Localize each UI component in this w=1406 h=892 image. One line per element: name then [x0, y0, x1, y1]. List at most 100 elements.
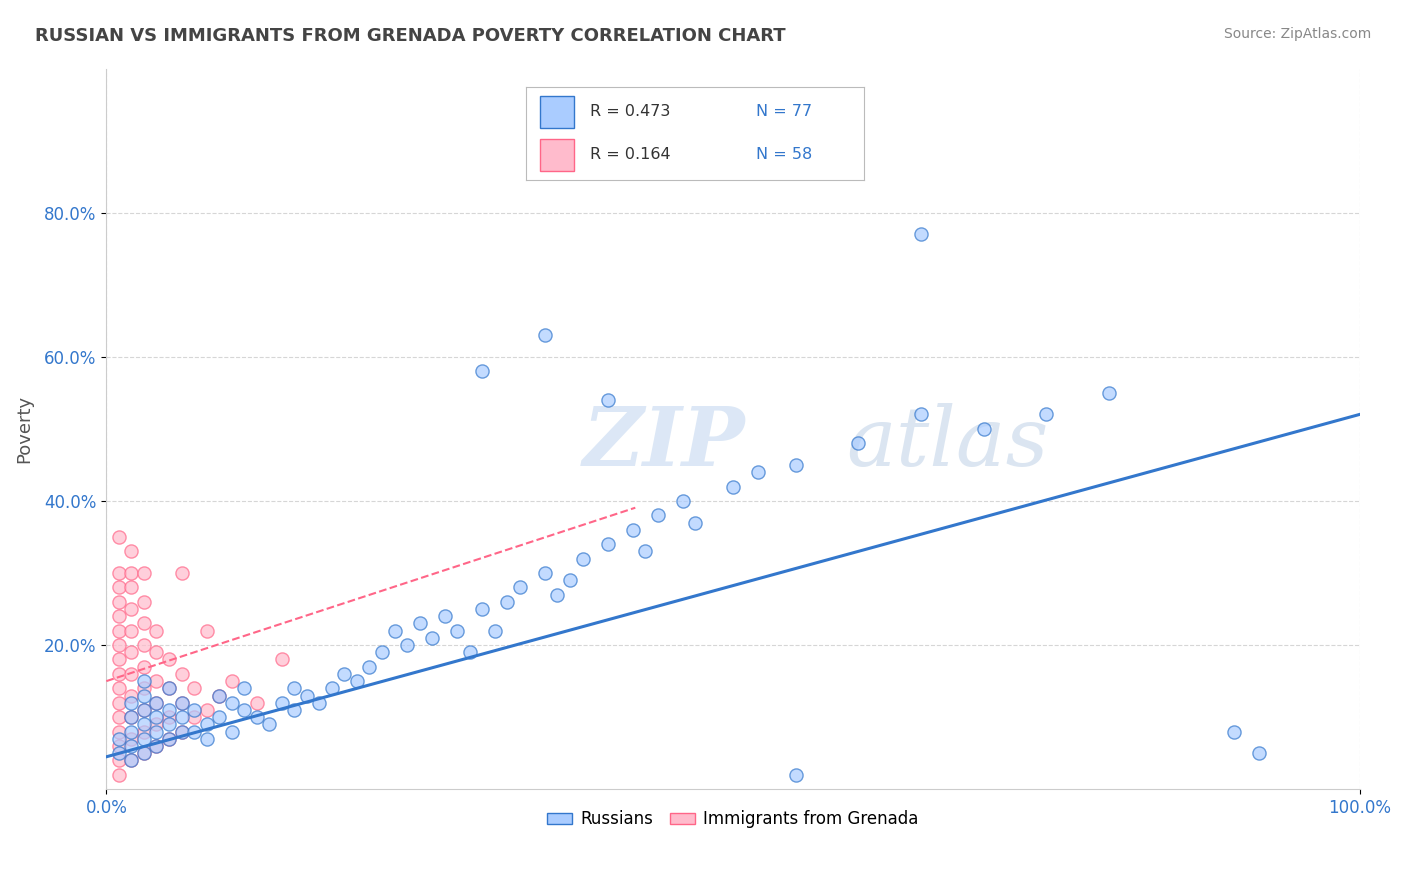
- Point: [195, 731, 218, 746]
- Point: [132, 746, 155, 760]
- Point: [108, 652, 131, 666]
- Point: [120, 753, 142, 767]
- Point: [108, 739, 131, 753]
- Point: [308, 696, 330, 710]
- Point: [1223, 724, 1246, 739]
- Point: [145, 624, 167, 638]
- Point: [596, 392, 619, 407]
- Point: [283, 681, 305, 696]
- Point: [233, 703, 256, 717]
- Point: [132, 717, 155, 731]
- Point: [221, 674, 243, 689]
- Point: [108, 724, 131, 739]
- Point: [120, 696, 142, 710]
- Point: [471, 364, 494, 378]
- Text: atlas: atlas: [845, 403, 1047, 483]
- Point: [132, 566, 155, 580]
- Point: [145, 674, 167, 689]
- Point: [283, 703, 305, 717]
- Point: [1249, 746, 1271, 760]
- Point: [170, 696, 193, 710]
- Point: [484, 624, 506, 638]
- Point: [120, 739, 142, 753]
- Point: [132, 681, 155, 696]
- Point: [321, 681, 343, 696]
- Point: [973, 422, 995, 436]
- Point: [509, 581, 531, 595]
- Point: [433, 609, 456, 624]
- Point: [558, 573, 581, 587]
- Text: Source: ZipAtlas.com: Source: ZipAtlas.com: [1223, 27, 1371, 41]
- Point: [685, 516, 707, 530]
- Point: [132, 703, 155, 717]
- Point: [108, 696, 131, 710]
- Point: [346, 674, 368, 689]
- Point: [634, 544, 657, 558]
- Point: [233, 681, 256, 696]
- Point: [120, 710, 142, 724]
- Point: [108, 581, 131, 595]
- Point: [120, 645, 142, 659]
- Point: [534, 566, 557, 580]
- Point: [157, 652, 180, 666]
- Point: [132, 595, 155, 609]
- Point: [120, 566, 142, 580]
- Point: [120, 710, 142, 724]
- Point: [108, 681, 131, 696]
- Point: [157, 703, 180, 717]
- Point: [246, 696, 269, 710]
- Point: [108, 753, 131, 767]
- Point: [145, 739, 167, 753]
- Point: [546, 588, 568, 602]
- Point: [132, 703, 155, 717]
- Point: [170, 710, 193, 724]
- Point: [170, 566, 193, 580]
- Point: [910, 227, 932, 242]
- Point: [157, 681, 180, 696]
- Legend: Russians, Immigrants from Grenada: Russians, Immigrants from Grenada: [540, 804, 925, 835]
- Point: [120, 731, 142, 746]
- Point: [257, 717, 280, 731]
- Point: [295, 689, 318, 703]
- Point: [534, 328, 557, 343]
- Point: [108, 566, 131, 580]
- Text: ZIP: ZIP: [582, 403, 745, 483]
- Point: [208, 689, 231, 703]
- Point: [108, 530, 131, 544]
- Point: [384, 624, 406, 638]
- Point: [120, 624, 142, 638]
- Point: [108, 624, 131, 638]
- Y-axis label: Poverty: Poverty: [15, 395, 32, 463]
- Point: [120, 689, 142, 703]
- Point: [145, 696, 167, 710]
- Point: [747, 465, 769, 479]
- Point: [621, 523, 644, 537]
- Point: [672, 494, 695, 508]
- Point: [132, 731, 155, 746]
- Point: [270, 696, 292, 710]
- Point: [910, 408, 932, 422]
- Point: [132, 689, 155, 703]
- Point: [195, 703, 218, 717]
- Point: [145, 696, 167, 710]
- Point: [408, 616, 430, 631]
- Point: [108, 731, 131, 746]
- Point: [145, 724, 167, 739]
- Point: [145, 645, 167, 659]
- Point: [396, 638, 419, 652]
- Point: [496, 595, 519, 609]
- Point: [371, 645, 394, 659]
- Point: [108, 746, 131, 760]
- Point: [420, 631, 443, 645]
- Point: [458, 645, 481, 659]
- Point: [120, 753, 142, 767]
- Point: [183, 710, 205, 724]
- Point: [170, 696, 193, 710]
- Point: [846, 436, 869, 450]
- Point: [221, 724, 243, 739]
- Point: [120, 602, 142, 616]
- Point: [145, 717, 167, 731]
- Point: [132, 674, 155, 689]
- Point: [120, 667, 142, 681]
- Point: [596, 537, 619, 551]
